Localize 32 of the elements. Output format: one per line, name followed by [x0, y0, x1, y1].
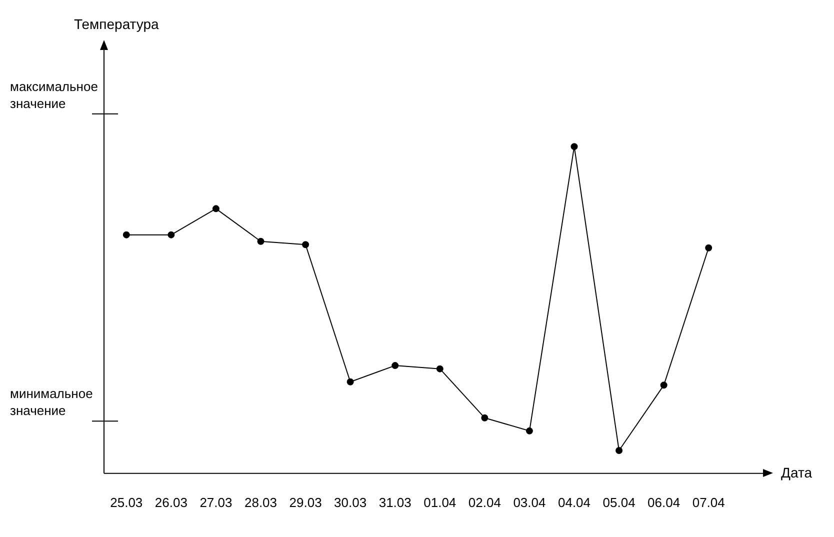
point [660, 382, 668, 389]
point [481, 414, 488, 422]
point [570, 143, 578, 150]
point [122, 231, 130, 238]
point [392, 362, 399, 370]
x-axis-title: Дата [781, 464, 812, 480]
x-tick-label: 30.03 [334, 494, 367, 510]
x-tick-label: 02.04 [468, 494, 501, 510]
x-tick-label: 07.04 [692, 494, 725, 510]
x-tick-label: 28.03 [244, 494, 278, 510]
point [302, 241, 310, 248]
ref-line-label: минимальное значение [10, 386, 93, 418]
point [616, 447, 623, 454]
point [436, 365, 444, 372]
x-tick-label: 27.03 [200, 494, 232, 510]
x-tick-label: 06.04 [648, 494, 680, 510]
text: Температура [74, 16, 160, 32]
point [212, 205, 220, 212]
x-tick-label: 05.04 [602, 494, 636, 510]
x-tick-label: 01.04 [424, 494, 456, 510]
x-tick-label: 26.03 [154, 494, 188, 510]
x-tick-label: 25.03 [110, 494, 143, 510]
ref-line-label: максимальное значение [10, 78, 98, 111]
x-tick-label: 04.04 [558, 494, 591, 510]
x-tick-label: 03.04 [513, 494, 546, 510]
point [346, 378, 354, 386]
point [168, 231, 175, 238]
point [257, 238, 264, 245]
point [705, 244, 712, 252]
x-tick-label: 29.03 [289, 494, 322, 510]
x-tick-label: 31.03 [378, 494, 412, 510]
point [526, 427, 533, 434]
